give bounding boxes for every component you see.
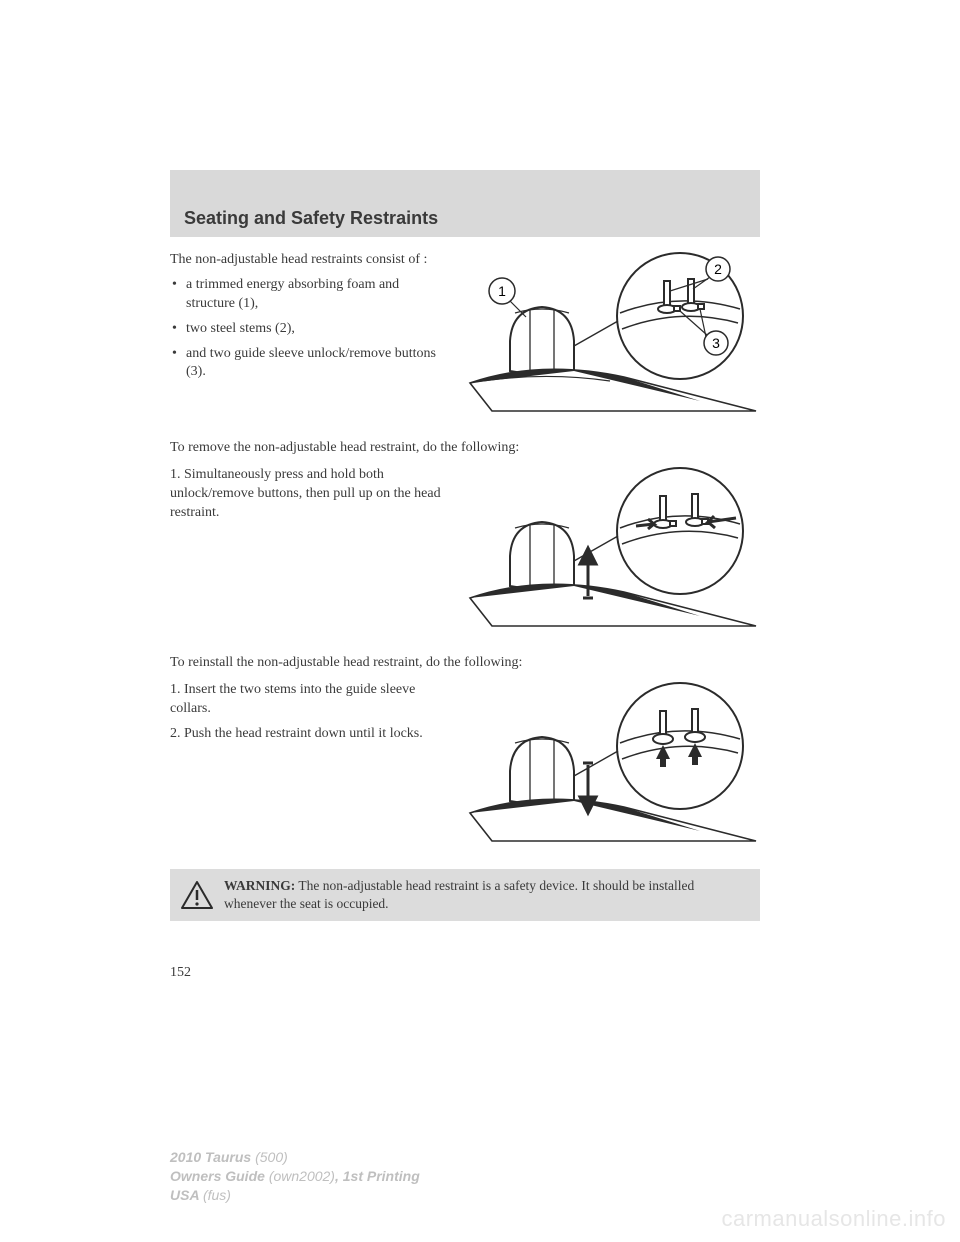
section-title: Seating and Safety Restraints <box>184 208 746 229</box>
callout-3: 3 <box>712 335 720 351</box>
footer-line-3: USA (fus) <box>170 1186 420 1205</box>
footer: 2010 Taurus (500) Owners Guide (own2002)… <box>170 1148 420 1205</box>
remove-lead: To remove the non-adjustable head restra… <box>170 439 760 458</box>
illustration-remove <box>460 466 760 636</box>
block-remove: 1. Simultaneously press and hold both un… <box>170 466 760 636</box>
warning-text: WARNING: The non-adjustable head restrai… <box>224 877 750 913</box>
warning-icon <box>180 880 214 910</box>
block-reinstall: 1. Insert the two stems into the guide s… <box>170 681 760 851</box>
components-text: The non-adjustable head restraints consi… <box>170 251 450 421</box>
remove-text: 1. Simultaneously press and hold both un… <box>170 466 450 636</box>
remove-step: 1. Simultaneously press and hold both un… <box>170 466 450 523</box>
callout-1: 1 <box>498 283 506 299</box>
warning-body: The non-adjustable head restraint is a s… <box>224 878 694 911</box>
section-header: Seating and Safety Restraints <box>170 170 760 237</box>
footer-line-2: Owners Guide (own2002), 1st Printing <box>170 1167 420 1186</box>
list-item: two steel stems (2), <box>170 320 450 339</box>
reinstall-lead: To reinstall the non-adjustable head res… <box>170 654 760 673</box>
list-item: a trimmed energy absorbing foam and stru… <box>170 276 450 314</box>
reinstall-step1: 1. Insert the two stems into the guide s… <box>170 681 450 719</box>
components-intro: The non-adjustable head restraints consi… <box>170 251 450 270</box>
page-content: Seating and Safety Restraints The non-ad… <box>170 170 760 981</box>
reinstall-step2: 2. Push the head restraint down until it… <box>170 725 450 744</box>
list-item: and two guide sleeve unlock/remove butto… <box>170 345 450 383</box>
callout-2: 2 <box>714 261 722 277</box>
block-components: The non-adjustable head restraints consi… <box>170 251 760 421</box>
warning-callout: WARNING: The non-adjustable head restrai… <box>170 869 760 921</box>
warning-label: WARNING: <box>224 878 295 893</box>
footer-line-1: 2010 Taurus (500) <box>170 1148 420 1167</box>
components-list: a trimmed energy absorbing foam and stru… <box>170 276 450 382</box>
page-number: 152 <box>170 965 760 981</box>
illustration-reinstall <box>460 681 760 851</box>
watermark: carmanualsonline.info <box>721 1206 946 1232</box>
illustration-components: 2 3 <box>460 251 760 421</box>
reinstall-text: 1. Insert the two stems into the guide s… <box>170 681 450 851</box>
